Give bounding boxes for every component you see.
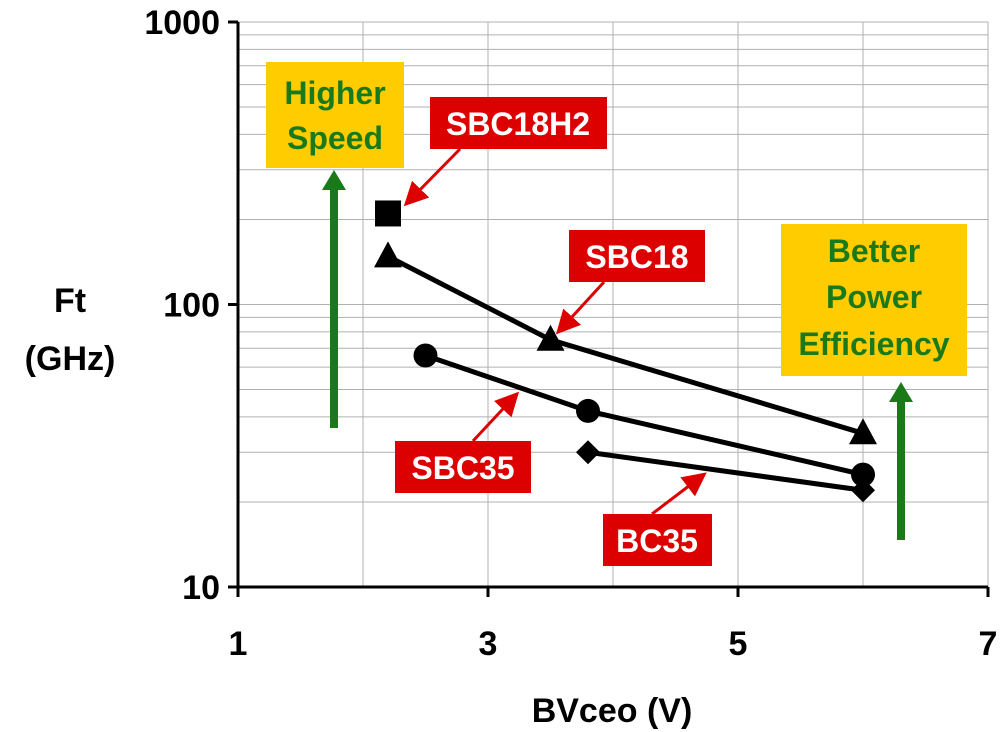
power-efficiency-arrow	[889, 382, 913, 540]
marker-bc35	[576, 440, 600, 464]
power-efficiency-line-3: Efficiency	[798, 326, 949, 362]
power-efficiency-callout: Better Power Efficiency	[781, 224, 967, 376]
marker-sbc18h2	[375, 200, 401, 226]
label-bc35-text: BC35	[616, 523, 698, 559]
y-axis-label-line-1: Ft	[54, 282, 86, 320]
label-bc35-arrow	[652, 476, 702, 514]
marker-sbc18	[374, 241, 402, 267]
marker-sbc35	[414, 343, 438, 367]
label-sbc18: SBC18	[560, 230, 705, 330]
y-tick-label: 100	[163, 287, 220, 325]
x-tick-label: 3	[479, 625, 498, 663]
higher-speed-callout: Higher Speed	[266, 62, 404, 168]
label-bc35: BC35	[603, 476, 712, 566]
label-sbc35-arrow	[473, 396, 515, 441]
label-sbc18-text: SBC18	[585, 239, 688, 275]
y-axis-label-line-2: (GHz)	[25, 340, 116, 378]
label-sbc18h2: SBC18H2	[408, 97, 607, 202]
marker-sbc35	[576, 399, 600, 423]
label-sbc35: SBC35	[395, 396, 531, 493]
label-sbc18-arrow	[560, 282, 604, 330]
higher-speed-line-1: Higher	[284, 75, 385, 111]
x-tick-label: 1	[229, 625, 248, 663]
power-efficiency-line-1: Better	[828, 233, 920, 269]
label-sbc18h2-arrow	[408, 149, 460, 202]
x-tick-label: 7	[979, 625, 998, 663]
label-sbc35-text: SBC35	[411, 450, 514, 486]
power-efficiency-line-2: Power	[826, 279, 922, 315]
label-sbc18h2-text: SBC18H2	[446, 106, 590, 142]
y-tick-label: 10	[182, 569, 220, 607]
y-tick-label: 1000	[144, 4, 220, 42]
series-line-bc35	[588, 452, 863, 490]
x-tick-label: 5	[729, 625, 748, 663]
x-axis-label: BVceo (V)	[532, 692, 693, 730]
higher-speed-line-2: Speed	[287, 120, 383, 156]
